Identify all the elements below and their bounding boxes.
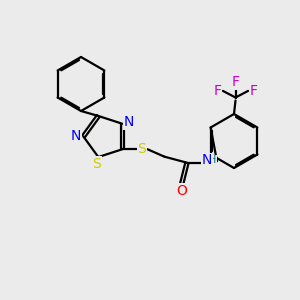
Text: F: F — [214, 84, 221, 98]
Text: N: N — [202, 153, 212, 167]
Text: S: S — [138, 142, 146, 156]
Text: F: F — [232, 75, 239, 89]
Text: F: F — [250, 84, 257, 98]
Text: O: O — [176, 184, 187, 198]
Text: N: N — [71, 130, 81, 143]
Text: H: H — [208, 155, 216, 165]
Text: N: N — [124, 115, 134, 129]
Text: S: S — [92, 157, 101, 171]
